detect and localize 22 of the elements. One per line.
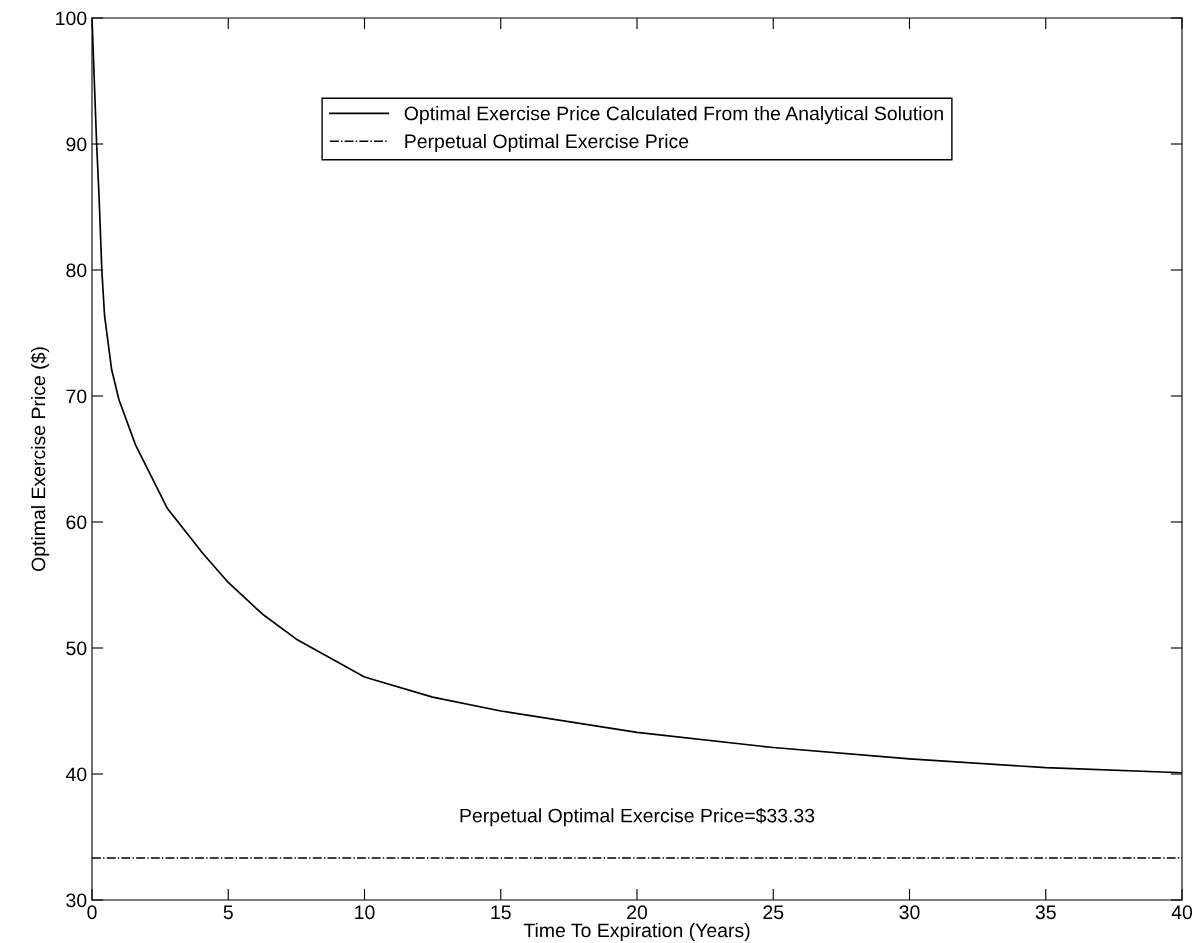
legend-label: Perpetual Optimal Exercise Price: [405, 133, 689, 153]
y-tick-label: 30: [66, 893, 87, 908]
y-tick-label: 100: [56, 11, 87, 26]
x-axis-title: Time To Expiration (Years): [523, 922, 750, 942]
y-tick-label: 90: [66, 137, 87, 152]
legend-label: Optimal Exercise Price Calculated From the Analytical Solution: [404, 106, 943, 125]
x-tick-label: 5: [223, 905, 233, 920]
x-tick-label: 10: [355, 905, 375, 920]
x-tick-label: 15: [491, 905, 511, 920]
y-tick-label: 70: [66, 389, 87, 404]
x-tick-label: 25: [763, 905, 784, 920]
annotation: Perpetual Optimal Exercise Price=$33.33: [460, 807, 815, 827]
x-tick-label: 40: [1171, 905, 1193, 920]
y-tick-label: 80: [66, 263, 87, 278]
x-tick-label: 0: [87, 905, 97, 920]
x-tick-label: 30: [899, 905, 920, 920]
y-tick-label: 50: [66, 641, 87, 656]
y-tick-label: 40: [65, 767, 87, 782]
x-tick-label: 35: [1035, 905, 1056, 920]
y-tick-label: 60: [66, 515, 87, 530]
x-tick-label: 20: [627, 905, 648, 920]
y-axis-title: Optimal Exercise Price ($): [30, 347, 50, 571]
